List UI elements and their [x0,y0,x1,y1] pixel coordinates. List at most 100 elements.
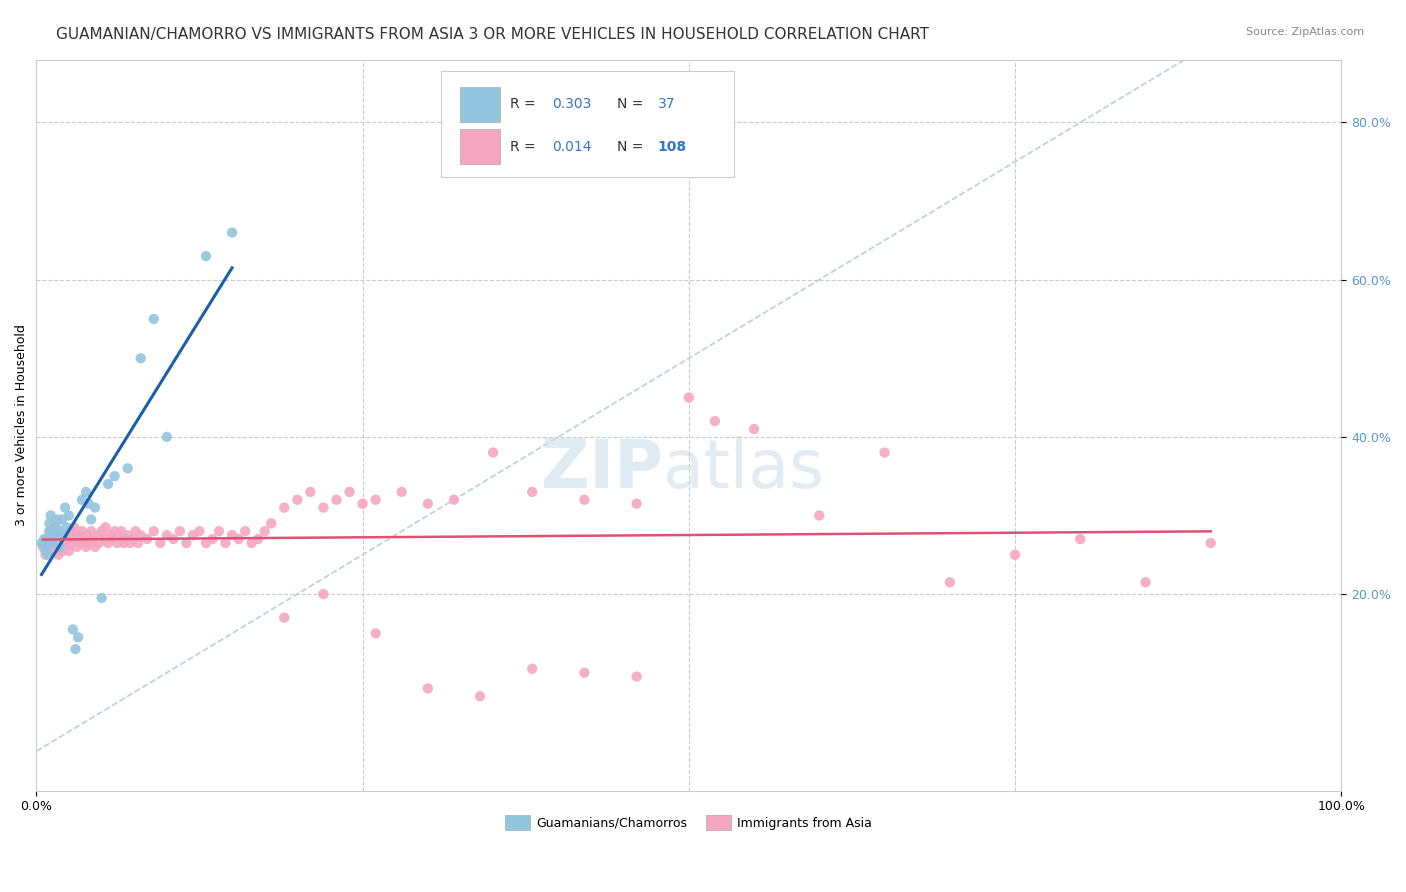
Point [48,548,70,562]
Point [416,681,439,696]
Point [312,500,335,515]
Point [46,512,69,526]
Point [233,524,256,539]
Point [53,500,76,515]
Point [48,524,70,539]
Point [194,249,217,263]
Point [45,520,67,534]
Point [325,492,347,507]
Point [58,508,80,523]
Point [97,477,120,491]
Point [468,690,491,704]
Point [169,524,191,539]
Point [194,536,217,550]
Point [156,430,179,444]
Point [181,528,204,542]
Point [339,484,361,499]
Point [176,536,198,550]
Point [136,532,159,546]
Point [53,528,76,542]
Point [41,540,63,554]
Point [34,548,56,562]
Point [75,540,97,554]
Point [364,492,387,507]
Point [70,492,93,507]
Point [299,484,322,499]
Point [66,540,89,554]
Point [1135,575,1157,590]
Point [352,497,374,511]
Point [626,670,648,684]
Point [52,528,75,542]
Text: ZIP: ZIP [541,436,662,502]
Point [56,532,79,546]
Point [84,540,107,554]
Point [221,226,243,240]
Point [678,391,700,405]
Text: N =: N = [617,97,648,112]
Point [114,532,136,546]
Point [45,536,67,550]
Point [39,508,62,523]
Text: 108: 108 [658,139,686,153]
Point [1004,548,1026,562]
Text: Source: ZipAtlas.com: Source: ZipAtlas.com [1246,27,1364,37]
Point [80,512,103,526]
Point [65,532,87,546]
Point [208,524,231,539]
Text: GUAMANIAN/CHAMORRO VS IMMIGRANTS FROM ASIA 3 OR MORE VEHICLES IN HOUSEHOLD CORRE: GUAMANIAN/CHAMORRO VS IMMIGRANTS FROM AS… [56,27,929,42]
Point [156,528,179,542]
Point [82,532,104,546]
FancyBboxPatch shape [441,70,734,177]
Point [260,516,283,531]
Point [67,630,90,644]
Point [62,528,84,542]
FancyBboxPatch shape [460,129,499,164]
Point [112,536,135,550]
Point [38,516,60,531]
Point [247,532,270,546]
Point [63,520,86,534]
Point [104,469,127,483]
Point [49,540,72,554]
Point [51,544,73,558]
Point [94,520,117,534]
Point [90,591,112,605]
Point [44,520,66,534]
FancyBboxPatch shape [460,87,499,121]
Point [214,536,236,550]
Point [129,351,152,366]
Point [120,536,142,550]
Point [240,536,263,550]
Point [122,532,145,546]
Point [142,312,165,326]
Point [1069,532,1091,546]
Point [76,528,98,542]
Point [416,497,439,511]
Point [273,610,295,624]
Point [59,524,82,539]
Point [77,497,100,511]
Point [391,484,413,499]
Point [35,532,58,546]
Text: 0.014: 0.014 [551,139,592,153]
Point [69,536,91,550]
Point [41,536,63,550]
Point [97,536,120,550]
Point [142,524,165,539]
Point [49,540,72,554]
Point [273,500,295,515]
Point [55,520,77,534]
Point [55,540,77,554]
Point [77,536,100,550]
Point [42,528,65,542]
Point [38,524,60,539]
Point [51,512,73,526]
Point [32,532,55,546]
Point [52,536,75,550]
Point [117,528,139,542]
Point [90,524,112,539]
Point [67,528,90,542]
Point [742,422,765,436]
Legend: Guamanians/Chamorros, Immigrants from Asia: Guamanians/Chamorros, Immigrants from As… [501,810,877,836]
